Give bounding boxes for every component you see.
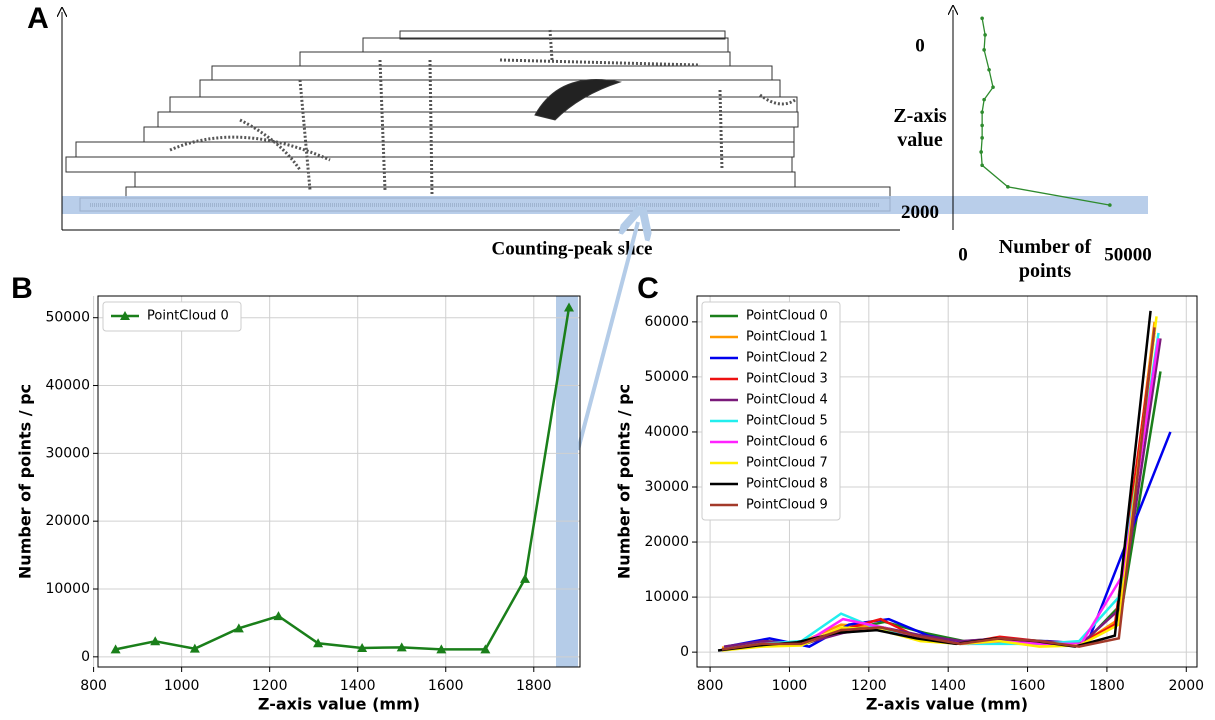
x-tick-label: 1200 <box>252 678 288 694</box>
slice-highlight <box>62 196 1148 214</box>
point-marker <box>987 68 991 72</box>
point-marker <box>1006 185 1010 189</box>
data-line <box>116 308 569 650</box>
legend-label: PointCloud 1 <box>746 330 828 345</box>
y-tick-label: 40000 <box>45 378 90 394</box>
x-tick-label: 800 <box>697 678 724 694</box>
panel-label: A <box>27 2 49 35</box>
y-tick-label: 0 <box>81 649 90 665</box>
point-marker <box>980 110 984 114</box>
x-tick-label: 1400 <box>930 678 966 694</box>
y-axis-label: Z-axis value <box>875 104 965 152</box>
point-marker <box>980 124 984 128</box>
x-axis-label: Number of points <box>990 235 1100 283</box>
x-tick-label: 1800 <box>1089 678 1125 694</box>
point-marker <box>982 48 986 52</box>
point-marker <box>979 150 983 154</box>
x-tick-label: 1600 <box>428 678 464 694</box>
x-tick-label: 1000 <box>772 678 808 694</box>
legend-label: PointCloud 3 <box>746 372 828 387</box>
y-tick-label: 20000 <box>45 513 90 529</box>
legend-label: PointCloud 7 <box>746 456 828 471</box>
x-tick-label: 800 <box>80 678 107 694</box>
point-marker <box>980 17 984 21</box>
x-tick-label: 1200 <box>851 678 887 694</box>
point-marker <box>983 33 987 37</box>
y-tick-label: 40000 <box>644 424 689 440</box>
legend-label: PointCloud 0 <box>746 309 828 324</box>
point-marker <box>980 136 984 140</box>
x-tick-label: 2000 <box>1168 678 1204 694</box>
x-axis-label: Z-axis value (mm) <box>258 695 420 714</box>
y-tick-label: 0 <box>915 36 925 57</box>
data-line <box>981 18 1110 205</box>
y-tick-label: 30000 <box>644 479 689 495</box>
legend-label: PointCloud 9 <box>746 498 828 513</box>
y-axis-label: Number of points / pc <box>16 384 35 579</box>
y-tick-label: 20000 <box>644 534 689 550</box>
peak-highlight <box>556 296 578 667</box>
x-tick-label: 1000 <box>164 678 200 694</box>
point-cloud-illustration <box>66 30 890 211</box>
y-axis-label: Number of points / pc <box>615 384 634 579</box>
legend-label: PointCloud 2 <box>746 351 828 366</box>
y-tick-label: 10000 <box>45 581 90 597</box>
legend-label: PointCloud 6 <box>746 435 828 450</box>
x-tick-label: 1800 <box>516 678 552 694</box>
x-tick-label: 50000 <box>1104 244 1152 265</box>
point-marker <box>273 611 283 620</box>
y-tick-label: 50000 <box>45 310 90 326</box>
figure: Counting-peak slice A02000050000B8001000… <box>0 0 1215 720</box>
y-tick-label: 30000 <box>45 445 90 461</box>
x-tick-label: 1600 <box>1010 678 1046 694</box>
y-tick-label: 0 <box>680 644 689 660</box>
panel-label: C <box>637 272 659 305</box>
y-tick-label: 10000 <box>644 589 689 605</box>
legend-label: PointCloud 4 <box>746 393 828 408</box>
point-marker <box>982 98 986 102</box>
panel-label: B <box>11 272 33 305</box>
x-tick-label: 0 <box>958 244 968 265</box>
point-marker <box>980 163 984 167</box>
legend-label: PointCloud 8 <box>746 477 828 492</box>
point-marker <box>991 85 995 89</box>
chart: Counting-peak slice A02000050000B8001000… <box>0 0 1215 720</box>
y-tick-label: 50000 <box>644 369 689 385</box>
y-tick-label: 2000 <box>901 202 939 223</box>
x-tick-label: 1400 <box>340 678 376 694</box>
point-marker <box>1108 203 1112 207</box>
legend-label: PointCloud 5 <box>746 414 828 429</box>
point-marker <box>520 574 530 583</box>
legend-label: PointCloud 0 <box>147 309 229 324</box>
y-tick-label: 60000 <box>644 314 689 330</box>
x-axis-label: Z-axis value (mm) <box>866 695 1028 714</box>
